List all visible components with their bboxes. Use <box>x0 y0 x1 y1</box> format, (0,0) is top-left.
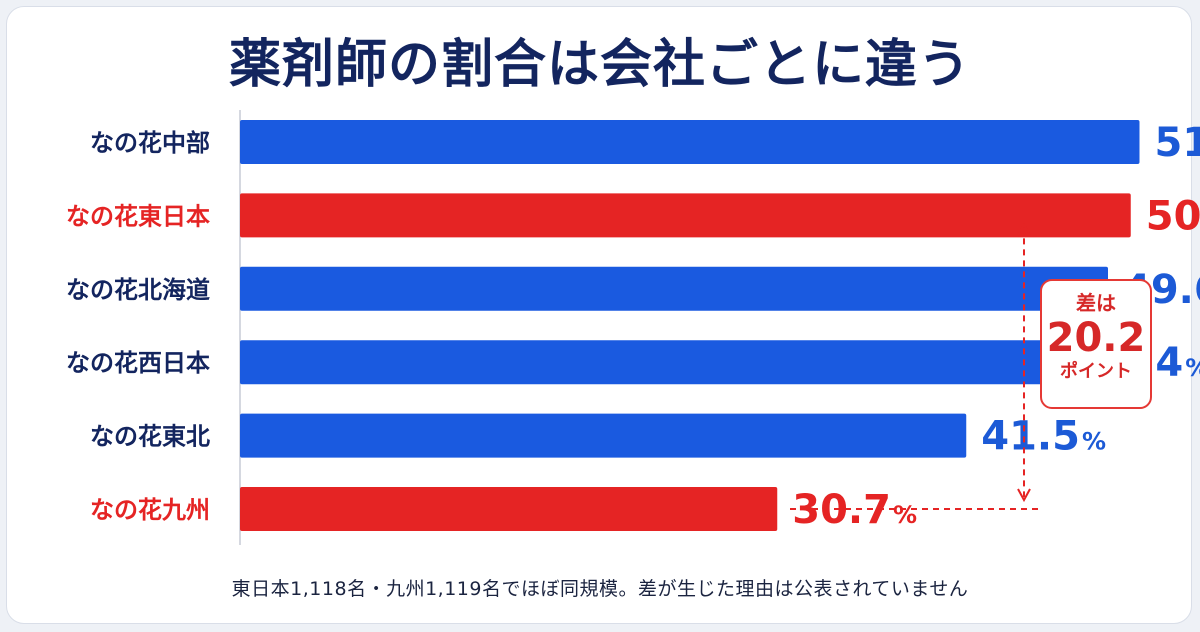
bars-layer <box>240 120 1140 531</box>
difference-callout: 差は 20.2 ポイント <box>1040 279 1152 409</box>
bar <box>240 487 778 531</box>
difference-annotation-lines <box>790 214 1040 510</box>
value-label: 41.5% <box>981 414 1106 460</box>
category-label: なの花北海道 <box>66 276 210 304</box>
value-unit: % <box>893 501 917 529</box>
value-number: 41.5 <box>981 414 1080 460</box>
value-number: 30.7 <box>792 487 891 533</box>
category-label: なの花九州 <box>90 496 210 524</box>
value-label: 50.9% <box>1146 193 1200 239</box>
chart-title: 薬剤師の割合は会社ごとに違う <box>228 35 971 95</box>
category-label: なの花中部 <box>90 129 210 157</box>
value-unit: % <box>1082 428 1106 456</box>
arrow-up-icon <box>1017 222 1031 236</box>
value-number: 51.4 <box>1155 120 1200 166</box>
difference-callout-top: 差は <box>1076 291 1116 315</box>
category-label: なの花東北 <box>90 423 210 451</box>
difference-callout-unit: ポイント <box>1060 361 1132 382</box>
footnote: 東日本1,118名・九州1,119名でほぼ同規模。差が生じた理由は公表されていま… <box>231 578 969 600</box>
bar <box>240 266 1108 311</box>
bar <box>240 413 967 458</box>
value-label: 51.4% <box>1155 120 1200 166</box>
bar <box>240 193 1131 238</box>
bar <box>240 120 1140 164</box>
category-label: なの花西日本 <box>66 349 210 377</box>
value-unit: % <box>1185 354 1200 382</box>
bar <box>240 340 1070 385</box>
value-label: 30.7% <box>792 487 917 533</box>
value-number: 50.9 <box>1146 193 1200 239</box>
category-label: なの花東日本 <box>66 202 210 230</box>
difference-callout-value: 20.2 <box>1046 315 1146 361</box>
arrow-down-icon <box>1017 488 1031 503</box>
